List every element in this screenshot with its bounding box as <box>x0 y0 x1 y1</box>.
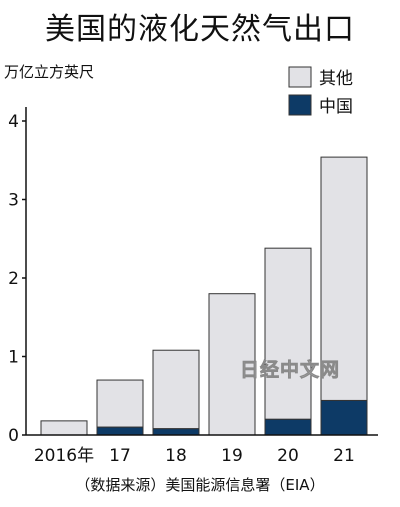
y-axis-unit-label: 万亿立方英尺 <box>4 63 95 81</box>
y-tick-label: 2 <box>8 269 19 289</box>
x-tick-label: 19 <box>221 446 243 466</box>
chart-title: 美国的液化天然气出口 <box>45 12 355 47</box>
x-tick-label: 17 <box>109 446 131 466</box>
bar-other <box>96 379 144 428</box>
bar-other <box>208 293 256 436</box>
bar-china <box>152 428 200 436</box>
bar-china <box>264 418 312 436</box>
legend-label: 其他 <box>319 69 353 89</box>
bar-china <box>96 426 144 436</box>
bar-other <box>264 247 312 420</box>
x-tick-label: 18 <box>165 446 187 466</box>
watermark-text: 日经中文网 <box>240 358 340 381</box>
x-tick-label: 20 <box>277 446 299 466</box>
legend-swatch <box>288 94 312 116</box>
bar-other <box>40 420 88 436</box>
y-tick-label: 1 <box>8 348 19 368</box>
bar-china <box>320 399 368 436</box>
legend-label: 中国 <box>319 97 353 117</box>
source-note: （数据来源）美国能源信息署（EIA） <box>75 476 325 494</box>
bar-other <box>320 156 368 401</box>
y-tick-label: 4 <box>8 112 19 132</box>
legend-swatch <box>288 66 312 88</box>
bar-other <box>152 349 200 430</box>
y-tick-label: 0 <box>8 426 19 446</box>
x-tick-label: 2016年 <box>34 446 94 466</box>
x-tick-label: 21 <box>333 446 355 466</box>
y-tick-label: 3 <box>8 191 19 211</box>
